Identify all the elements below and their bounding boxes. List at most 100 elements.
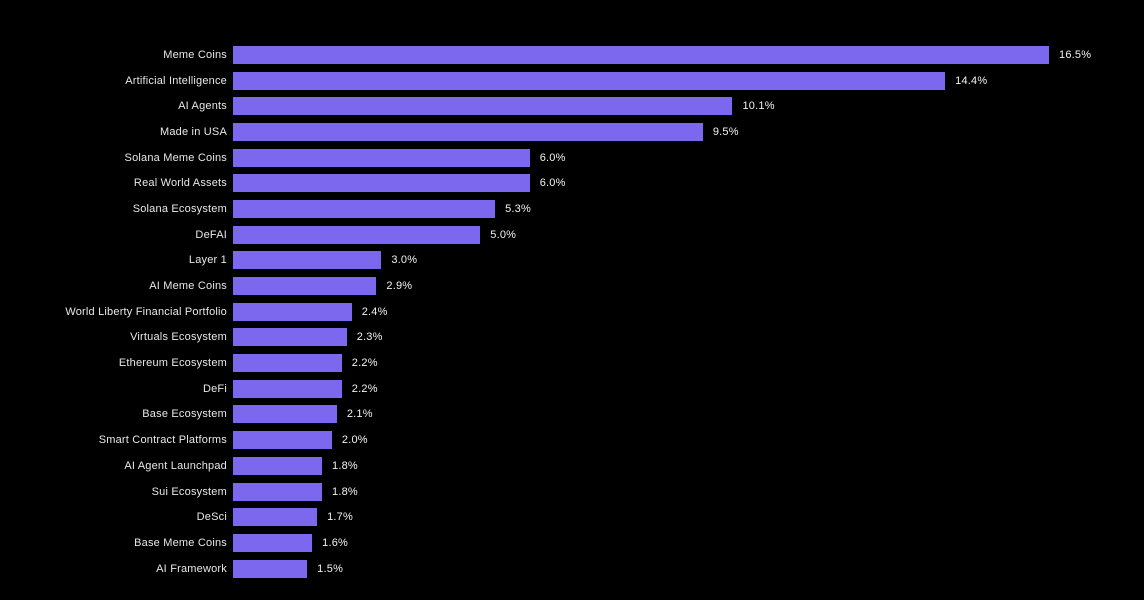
bar (233, 533, 313, 552)
category-label: Meme Coins (163, 48, 227, 61)
category-label: Ethereum Ecosystem (118, 357, 227, 370)
bar (233, 354, 342, 373)
bar (233, 431, 332, 450)
bar (233, 508, 318, 527)
value-label: 9.5% (712, 125, 739, 138)
category-label: AI Meme Coins (149, 280, 227, 293)
bar-track: 2.0% (233, 427, 1144, 453)
value-label: 2.2% (351, 357, 378, 370)
bar-track: 10.1% (233, 93, 1144, 119)
value-label: 2.2% (351, 382, 378, 395)
value-label: 6.0% (539, 151, 566, 164)
value-label: 1.6% (322, 536, 348, 549)
value-label: 2.1% (346, 408, 373, 421)
bar-row: AI Framework 1.5% (0, 556, 1144, 582)
bar (233, 405, 337, 424)
bar-track: 2.4% (233, 299, 1144, 325)
bar-row: Ethereum Ecosystem 2.2% (0, 350, 1144, 376)
bar-track: 3.0% (233, 248, 1144, 274)
value-label: 2.9% (386, 280, 413, 293)
value-label: 5.3% (505, 202, 531, 215)
category-label: Solana Ecosystem (132, 202, 227, 215)
bar-track: 16.5% (233, 42, 1144, 68)
bar-track: 1.6% (233, 530, 1144, 556)
bar (233, 456, 323, 475)
bar-row: AI Agents 10.1% (0, 93, 1144, 119)
category-label: Real World Assets (133, 177, 227, 190)
bar (233, 251, 382, 270)
bar-track: 9.5% (233, 119, 1144, 145)
bar (233, 97, 733, 116)
bar-row: Virtuals Ecosystem 2.3% (0, 325, 1144, 351)
bar (233, 71, 946, 90)
value-label: 1.8% (332, 485, 358, 498)
bar-track: 1.8% (233, 479, 1144, 505)
bar-track: 2.1% (233, 402, 1144, 428)
bar-row: Artificial Intelligence 14.4% (0, 68, 1144, 94)
bar-track: 5.0% (233, 222, 1144, 248)
bar (233, 379, 342, 398)
bar (233, 277, 377, 296)
bar-track: 2.2% (233, 350, 1144, 376)
bar (233, 559, 308, 578)
bar (233, 174, 530, 193)
value-label: 2.4% (361, 305, 388, 318)
bar-row: DeFi 2.2% (0, 376, 1144, 402)
bar (233, 225, 481, 244)
bar-track: 6.0% (233, 145, 1144, 171)
bar (233, 199, 496, 218)
bar-track: 2.9% (233, 273, 1144, 299)
value-label: 2.3% (356, 331, 383, 344)
bar (233, 328, 347, 347)
bar-track: 6.0% (233, 170, 1144, 196)
bar-track: 1.7% (233, 504, 1144, 530)
bar (233, 122, 703, 141)
category-label: Smart Contract Platforms (98, 434, 227, 447)
bar-track: 14.4% (233, 68, 1144, 94)
category-label: Sui Ecosystem (151, 485, 227, 498)
category-label: DeFAI (195, 228, 227, 241)
category-label: Artificial Intelligence (125, 74, 227, 87)
category-label: Virtuals Ecosystem (130, 331, 227, 344)
value-label: 2.0% (341, 434, 368, 447)
bar-row: Solana Meme Coins 6.0% (0, 145, 1144, 171)
bar-row: AI Meme Coins 2.9% (0, 273, 1144, 299)
bar-row: DeFAI 5.0% (0, 222, 1144, 248)
bar-track: 5.3% (233, 196, 1144, 222)
value-label: 5.0% (490, 228, 517, 241)
bar-track: 1.8% (233, 453, 1144, 479)
category-label: Layer 1 (188, 254, 227, 267)
bar-row: Meme Coins 16.5% (0, 42, 1144, 68)
category-label: Made in USA (159, 125, 227, 138)
bar-row: Solana Ecosystem 5.3% (0, 196, 1144, 222)
bar (233, 148, 530, 167)
bar-row: Layer 1 3.0% (0, 248, 1144, 274)
bar-row: Base Meme Coins 1.6% (0, 530, 1144, 556)
value-label: 1.5% (317, 562, 344, 575)
bar-row: Base Ecosystem 2.1% (0, 402, 1144, 428)
category-label: DeFi (202, 382, 227, 395)
category-label: Solana Meme Coins (124, 151, 227, 164)
category-label: AI Agents (178, 100, 227, 113)
category-label: DeSci (196, 511, 227, 524)
value-label: 14.4% (955, 74, 988, 87)
bar (233, 45, 1049, 64)
bar-row: Made in USA 9.5% (0, 119, 1144, 145)
value-label: 10.1% (742, 100, 775, 113)
value-label: 1.7% (327, 511, 353, 524)
category-label: World Liberty Financial Portfolio (65, 305, 227, 318)
bar-row: DeSci 1.7% (0, 504, 1144, 530)
category-label: AI Framework (156, 562, 227, 575)
bar (233, 482, 323, 501)
bar-row: Sui Ecosystem 1.8% (0, 479, 1144, 505)
category-label: Base Meme Coins (134, 536, 227, 549)
bar-row: Real World Assets 6.0% (0, 170, 1144, 196)
value-label: 16.5% (1059, 48, 1092, 61)
bar-row: AI Agent Launchpad 1.8% (0, 453, 1144, 479)
bar-row: World Liberty Financial Portfolio 2.4% (0, 299, 1144, 325)
category-label: AI Agent Launchpad (124, 459, 227, 472)
bar (233, 302, 352, 321)
bar-row: Smart Contract Platforms 2.0% (0, 427, 1144, 453)
bar-track: 2.3% (233, 325, 1144, 351)
